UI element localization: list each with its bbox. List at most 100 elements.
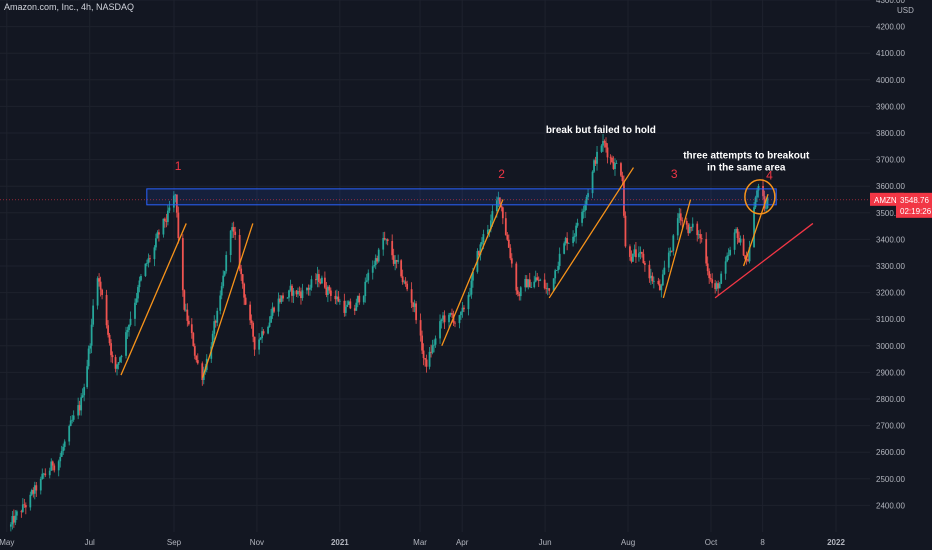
candle-body <box>554 270 557 279</box>
candle-body <box>596 151 598 164</box>
candle-body <box>172 195 175 208</box>
price-tick-label: 4300.00 <box>876 0 905 5</box>
candle-body <box>724 261 727 274</box>
candle-body <box>288 290 290 298</box>
candle-body <box>488 229 491 231</box>
candle-body <box>273 307 275 312</box>
candle-body <box>600 145 603 152</box>
candle-body <box>253 336 256 350</box>
candle-body <box>196 360 199 364</box>
candle-body <box>424 358 426 360</box>
price-tick-label: 4100.00 <box>876 49 905 58</box>
candle-body <box>736 229 739 239</box>
candle-body <box>649 275 652 279</box>
price-tick-label: 3700.00 <box>876 156 905 165</box>
candle-body <box>44 473 47 476</box>
candle-body <box>385 239 388 241</box>
candle-body <box>575 225 578 237</box>
candle-body <box>558 253 561 266</box>
candle-body <box>329 290 332 296</box>
candle-body <box>623 181 625 216</box>
candle-body <box>129 318 132 325</box>
candle-body <box>585 197 588 205</box>
candle-body <box>545 288 548 289</box>
candle-body <box>373 265 376 267</box>
candle-body <box>68 426 71 442</box>
last-price-tag: AMZN 3548.76 02:19:26 <box>870 192 932 218</box>
candle-body <box>395 260 398 262</box>
candle-body <box>443 315 446 323</box>
candle-body <box>602 141 604 146</box>
candle-body <box>738 238 740 243</box>
candle-body <box>480 242 483 245</box>
candle-body <box>519 287 522 297</box>
candle-body <box>232 227 235 232</box>
candle-body <box>42 473 45 475</box>
last-price-value: 3548.76 <box>900 196 929 205</box>
candle-body <box>334 295 337 300</box>
candle-body <box>705 239 708 264</box>
candle-body <box>685 221 688 225</box>
candle-body <box>582 210 585 212</box>
candle-body <box>748 247 751 262</box>
candle-body <box>763 196 766 209</box>
candle-body <box>99 281 102 290</box>
candle-body <box>371 266 374 273</box>
candle-body <box>83 387 86 396</box>
candle-body <box>71 419 74 421</box>
candle-body <box>134 302 136 319</box>
candle-body <box>98 278 100 282</box>
candle-body <box>300 291 302 299</box>
candle-body <box>500 204 503 208</box>
candle-body <box>126 330 129 333</box>
candle-body <box>539 279 542 281</box>
candle-body <box>676 218 679 236</box>
candle-body <box>658 284 661 291</box>
price-tag-box <box>896 192 932 218</box>
candle-body <box>648 264 651 279</box>
annotation-text: in the same area <box>707 162 786 173</box>
candle-body <box>50 461 53 471</box>
time-tick-label: Sep <box>167 538 182 547</box>
candle-body <box>162 218 165 235</box>
candle-body <box>413 303 416 307</box>
candle-body <box>261 331 263 339</box>
candle-body <box>609 157 612 159</box>
candle-body <box>223 271 226 276</box>
candle-body <box>629 246 631 257</box>
candle-body <box>709 278 712 280</box>
candle-body <box>279 298 281 302</box>
candle-body <box>117 362 120 365</box>
candle-body <box>101 289 103 295</box>
price-tick-label: 2900.00 <box>876 368 905 377</box>
time-tick-label: Jul <box>85 538 95 547</box>
candle-body <box>591 171 594 194</box>
candle-body <box>318 274 320 282</box>
candle-body <box>367 272 370 281</box>
candle-body <box>451 313 453 315</box>
candle-body <box>328 286 331 291</box>
candle-body <box>153 247 156 260</box>
candle-body <box>11 516 14 525</box>
candle-body <box>111 355 114 358</box>
candle-body <box>564 238 567 244</box>
candle-body <box>383 238 386 240</box>
candle-body <box>401 276 404 283</box>
candle-body <box>39 478 42 491</box>
candle-body <box>270 315 272 323</box>
price-axis[interactable] <box>870 0 932 550</box>
candle-body <box>344 306 347 313</box>
candle-body <box>681 220 684 222</box>
candle-body <box>495 200 498 212</box>
candle-body <box>506 234 509 240</box>
price-tick-label: 3600.00 <box>876 182 905 191</box>
time-tick-label: Apr <box>456 538 469 547</box>
candle-body <box>144 263 147 276</box>
candle-body <box>80 397 83 411</box>
candle-body <box>403 281 406 283</box>
candle-body <box>53 465 56 471</box>
candle-body <box>470 280 473 295</box>
candle-body <box>498 197 501 205</box>
